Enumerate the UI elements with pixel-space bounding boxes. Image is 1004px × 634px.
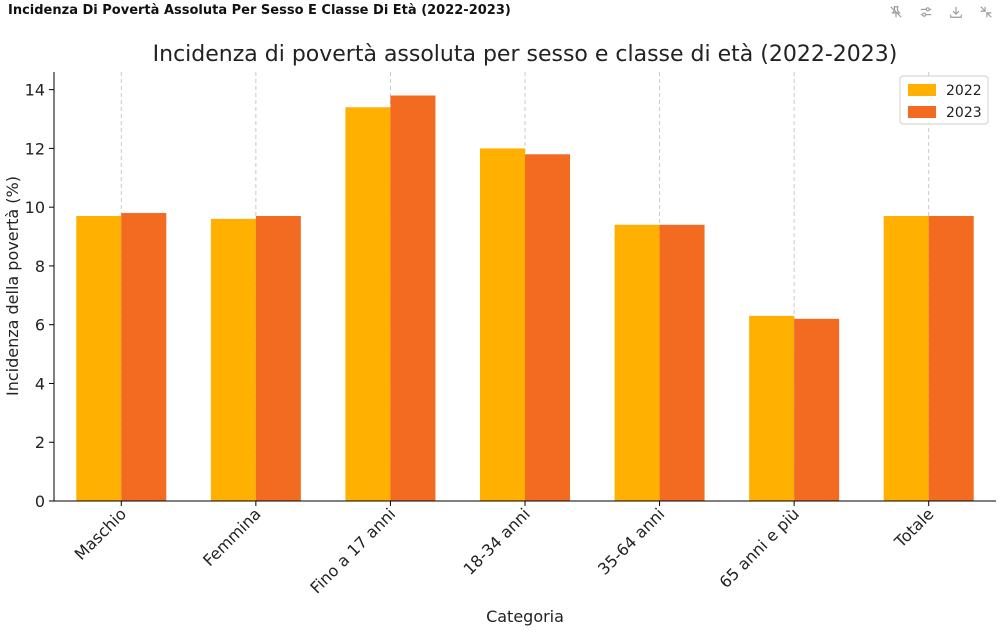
y-tick-label: 0 [35,492,45,511]
bar-2023-3 [390,95,436,502]
download-button[interactable] [946,2,966,22]
x-tick-label: Totale [890,504,938,552]
y-axis-label: Incidenza della povertà (%) [3,176,22,396]
y-tick-label: 12 [25,139,45,158]
bar-2022-2 [210,218,256,502]
x-tick-label: 35-64 anni [594,504,668,578]
y-tick-label: 14 [25,81,45,100]
x-tick-label: 18-34 anni [460,504,534,578]
legend-label-2022: 2022 [946,83,982,99]
sliders-icon [920,7,932,17]
bar-2022-3 [345,107,391,501]
figure-header: Incidenza Di Povertà Assoluta Per Sesso … [0,0,1004,24]
bar-2023-6 [794,318,840,501]
x-axis-ticks: Maschio Femmina Fino a 17 anni 18-34 anni 35… [71,501,938,597]
y-tick-label: 6 [35,316,45,335]
bar-2022-7 [883,215,929,502]
toolbar [886,2,996,22]
y-axis-ticks: 0 2 4 6 8 10 12 14 [25,81,54,511]
bars [76,95,974,502]
bar-chart: Incidenza di povertà assoluta per sesso … [3,42,996,626]
bar-2022-1 [76,215,122,502]
pin-off-button[interactable] [886,2,906,22]
bar-2022-6 [749,315,795,501]
bar-2022-4 [480,148,525,501]
bar-2023-2 [255,215,301,502]
figure-header-title: Incidenza Di Povertà Assoluta Per Sesso … [8,3,511,18]
bar-2022-5 [614,224,660,501]
bar-2023-7 [928,215,974,502]
bar-2023-5 [659,224,705,501]
y-tick-label: 2 [35,433,45,452]
legend-label-2023: 2023 [946,105,982,121]
collapse-button[interactable] [976,2,996,22]
chart-title: Incidenza di povertà assoluta per sesso … [153,42,898,67]
y-tick-label: 8 [35,257,45,276]
download-icon [950,6,962,18]
settings-button[interactable] [916,2,936,22]
collapse-icon [980,6,992,18]
x-tick-label: 65 anni e più [715,504,802,591]
x-tick-label: Femmina [199,504,265,570]
bar-2023-4 [525,154,570,501]
x-axis-label: Categoria [486,607,564,626]
legend: 2022 2023 [899,75,989,125]
legend-swatch-2023 [908,106,936,118]
legend-swatch-2022 [908,84,936,96]
x-tick-label: Fino a 17 anni [306,504,399,597]
bar-2023-1 [121,213,167,502]
y-tick-label: 10 [25,198,45,217]
x-tick-label: Maschio [71,504,130,563]
pin-off-icon [890,6,902,18]
y-tick-label: 4 [35,374,45,393]
